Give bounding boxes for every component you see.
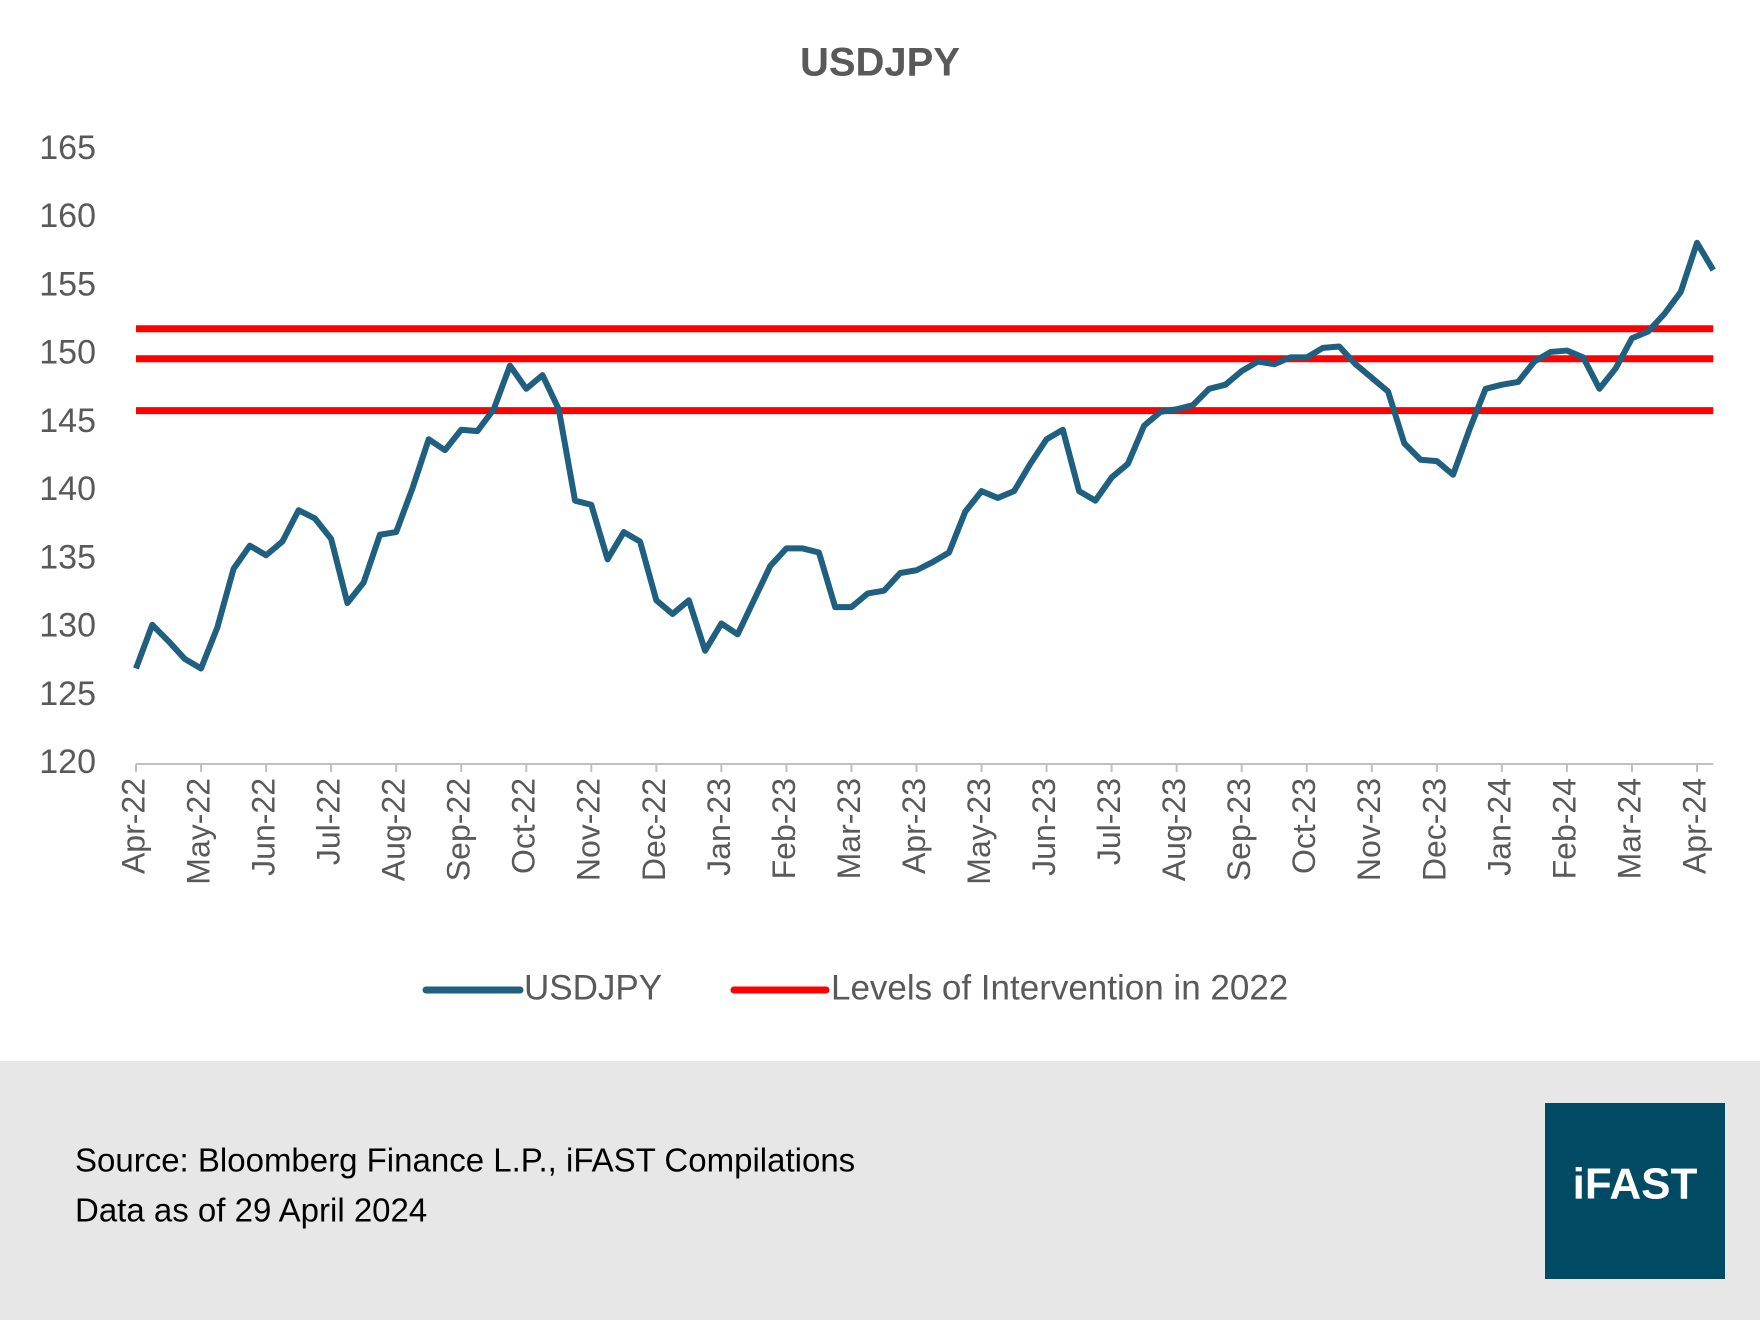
series-line xyxy=(133,239,1716,672)
x-tick-label: Oct-23 xyxy=(1286,778,1322,874)
x-tick-label: Apr-23 xyxy=(896,778,932,874)
x-tick-label: Sep-23 xyxy=(1221,778,1257,881)
x-tick-label: May-23 xyxy=(961,778,997,885)
y-tick-label: 140 xyxy=(39,470,96,508)
legend-label: USDJPY xyxy=(524,968,662,1007)
x-tick-label: Feb-23 xyxy=(766,778,802,879)
x-tick-label: Nov-22 xyxy=(571,778,607,881)
y-tick-label: 125 xyxy=(39,675,96,713)
x-tick-label: Nov-23 xyxy=(1351,778,1387,881)
x-tick-label: Dec-22 xyxy=(636,778,672,881)
x-tick-label: Apr-22 xyxy=(115,778,151,874)
x-tick-label: Jul-22 xyxy=(311,778,347,865)
y-tick-label: 130 xyxy=(39,607,96,645)
x-tick-label: May-22 xyxy=(180,778,216,885)
y-tick-label: 160 xyxy=(39,197,96,235)
y-tick-label: 165 xyxy=(39,129,96,167)
x-tick-label: Jun-23 xyxy=(1026,778,1062,876)
x-tick-label: Aug-23 xyxy=(1156,778,1192,881)
chart-background xyxy=(0,0,1760,1061)
x-tick-label: Jun-22 xyxy=(246,778,282,876)
logo-box xyxy=(1545,1103,1725,1279)
x-tick-label: Aug-22 xyxy=(376,778,412,881)
footer-date: Data as of 29 April 2024 xyxy=(75,1192,427,1229)
x-tick-label: Mar-24 xyxy=(1611,778,1647,879)
x-tick-label: Mar-23 xyxy=(831,778,867,879)
y-tick-label: 150 xyxy=(39,334,96,372)
legend-label: Levels of Intervention in 2022 xyxy=(831,968,1288,1007)
y-tick-label: 120 xyxy=(39,743,96,781)
y-tick-label: 145 xyxy=(39,402,96,440)
x-tick-label: Oct-22 xyxy=(506,778,542,874)
x-tick-label: Jan-23 xyxy=(701,778,737,876)
y-tick-label: 155 xyxy=(39,265,96,303)
x-tick-label: Apr-24 xyxy=(1676,778,1712,874)
x-tick-label: Sep-22 xyxy=(441,778,477,881)
y-tick-label: 135 xyxy=(39,538,96,576)
x-tick-label: Jan-24 xyxy=(1481,778,1517,876)
footer-background xyxy=(0,1061,1760,1320)
logo-text: iFAST xyxy=(1573,1160,1698,1209)
footer-source: Source: Bloomberg Finance L.P., iFAST Co… xyxy=(75,1142,855,1179)
x-tick-label: Feb-24 xyxy=(1546,778,1582,879)
x-tick-label: Dec-23 xyxy=(1416,778,1452,881)
chart-title: USDJPY xyxy=(800,41,960,85)
x-tick-label: Jul-23 xyxy=(1091,778,1127,865)
